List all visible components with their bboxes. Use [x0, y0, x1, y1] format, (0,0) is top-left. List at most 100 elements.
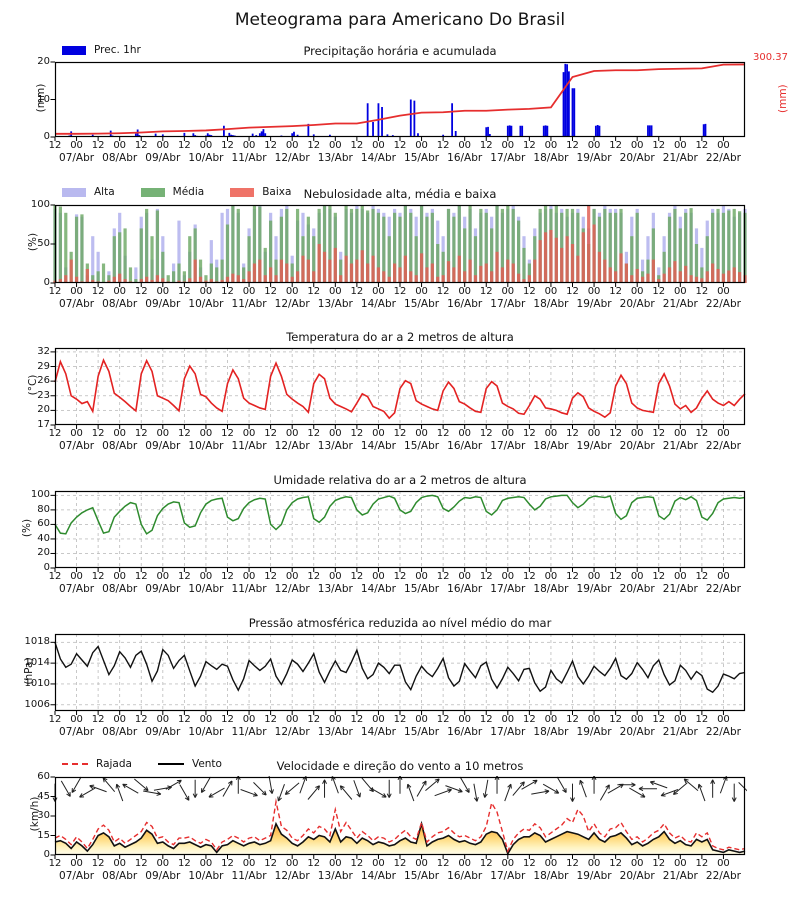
- precip-xtick-time: 12: [695, 140, 709, 151]
- humidity-xtick-time: 00: [415, 571, 428, 582]
- pressure-xtick-time: 00: [415, 714, 428, 725]
- wind-xtick-date: 11/Abr: [231, 870, 267, 882]
- cloud-xtick-time: 00: [458, 286, 472, 297]
- humidity-xtick-date: 07/Abr: [59, 583, 95, 595]
- precip-xtick-time: 12: [307, 140, 321, 151]
- temp-xtick-date: 07/Abr: [59, 440, 95, 452]
- precip-legend-label: Prec. 1hr: [94, 44, 141, 56]
- humidity-ytick-label: 60: [37, 518, 50, 530]
- precip-legend-swatch-icon: [62, 45, 86, 55]
- cloud-xtick-date: 16/Abr: [447, 298, 483, 310]
- wind-ytick-label: 30: [37, 810, 50, 821]
- pressure-xtick-time: 12: [91, 714, 105, 725]
- cloud-xtick-time: 12: [178, 286, 191, 297]
- cloud-alta-swatch-icon: [62, 187, 86, 197]
- humidity-panel-title: Umidade relativa do ar a 2 metros de alt…: [273, 473, 527, 487]
- precip-xtick-time: 12: [393, 140, 407, 151]
- wind-xtick-time: 00: [285, 858, 299, 869]
- temp-xtick-date: 11/Abr: [231, 440, 267, 452]
- temp-ytick-label: 26: [37, 375, 50, 387]
- cloud-xtick-date: 08/Abr: [102, 298, 138, 310]
- wind-xtick-time: 00: [717, 858, 730, 869]
- precip-xtick-date: 19/Abr: [576, 152, 612, 164]
- temp-ytick-label: 32: [37, 345, 50, 357]
- humidity-xtick-time: 12: [436, 571, 450, 582]
- humidity-xtick-time: 12: [221, 571, 234, 582]
- temp-xtick-date: 21/Abr: [662, 440, 698, 452]
- humidity-xtick-date: 19/Abr: [576, 583, 612, 595]
- temp-ytick-label: 20: [37, 404, 50, 416]
- precip-xtick-time: 00: [70, 140, 83, 151]
- wind-xtick-date: 12/Abr: [274, 870, 310, 882]
- cloud-xtick-date: 07/Abr: [59, 298, 95, 310]
- cloud-xtick-time: 00: [199, 286, 213, 297]
- pressure-xtick-date: 09/Abr: [145, 726, 181, 738]
- humidity-xtick-date: 10/Abr: [188, 583, 224, 595]
- temp-xtick-date: 13/Abr: [317, 440, 353, 452]
- temp-xtick-time: 12: [221, 428, 234, 439]
- temp-xtick-date: 16/Abr: [447, 440, 483, 452]
- cloud-xtick-date: 21/Abr: [662, 298, 698, 310]
- page-title: Meteograma para Americano Do Brasil: [234, 10, 566, 30]
- temp-ytick-label: 17: [37, 419, 50, 430]
- humidity-xtick-time: 12: [48, 571, 62, 582]
- pressure-xtick-date: 07/Abr: [59, 726, 95, 738]
- cloud-legend: Alta Média Baixa: [62, 186, 317, 198]
- pressure-xtick-time: 00: [717, 714, 730, 725]
- rajada-line-sample-icon: [62, 763, 88, 765]
- pressure-panel-title: Pressão atmosférica reduzida ao nível mé…: [248, 616, 552, 630]
- cloud-xtick-time: 12: [436, 286, 450, 297]
- humidity-xtick-date: 22/Abr: [705, 583, 741, 595]
- pressure-xtick-time: 00: [372, 714, 385, 725]
- temp-xtick-time: 00: [673, 428, 687, 439]
- temp-xtick-time: 00: [156, 428, 170, 439]
- precip-xtick-time: 00: [113, 140, 127, 151]
- humidity-xtick-date: 16/Abr: [447, 583, 483, 595]
- precip-ytick-label: 20: [37, 56, 50, 67]
- precip-xtick-date: 08/Abr: [102, 152, 138, 164]
- precip-xtick-time: 00: [717, 140, 730, 151]
- wind-xtick-date: 07/Abr: [59, 870, 95, 882]
- wind-xtick-time: 00: [372, 858, 385, 869]
- temp-xtick-time: 12: [609, 428, 622, 439]
- wind-xtick-time: 00: [544, 858, 558, 869]
- temp-xtick-date: 10/Abr: [188, 440, 224, 452]
- humidity-xtick-date: 08/Abr: [102, 583, 138, 595]
- vento-legend-label: Vento: [191, 758, 222, 770]
- precip-chart-canvas: [49, 61, 747, 143]
- wind-xtick-time: 12: [178, 858, 191, 869]
- cloud-media-swatch-icon: [140, 187, 165, 197]
- precip-xtick-time: 12: [91, 140, 105, 151]
- temp-xtick-time: 00: [199, 428, 213, 439]
- temp-ytick-label: 29: [37, 360, 50, 372]
- wind-xtick-time: 12: [221, 858, 234, 869]
- cloud-baixa-label: Baixa: [262, 186, 292, 198]
- wind-xtick-date: 20/Abr: [619, 870, 655, 882]
- humidity-xtick-time: 00: [70, 571, 83, 582]
- temp-xtick-time: 12: [479, 428, 493, 439]
- precip-xtick-time: 00: [328, 140, 342, 151]
- precip-right-axis-label: (mm): [777, 84, 789, 113]
- pressure-xtick-time: 12: [566, 714, 579, 725]
- humidity-xtick-date: 13/Abr: [317, 583, 353, 595]
- pressure-xtick-time: 00: [501, 714, 515, 725]
- wind-xtick-time: 00: [199, 858, 213, 869]
- pressure-xtick-time: 00: [285, 714, 299, 725]
- wind-xtick-date: 17/Abr: [490, 870, 526, 882]
- precip-xtick-time: 00: [630, 140, 644, 151]
- humidity-ytick-label: 40: [37, 532, 50, 544]
- cloud-xtick-time: 12: [91, 286, 105, 297]
- humidity-xtick-time: 12: [134, 571, 148, 582]
- wind-xtick-time: 12: [393, 858, 407, 869]
- wind-xtick-date: 21/Abr: [662, 870, 698, 882]
- cloud-xtick-time: 00: [630, 286, 644, 297]
- cloud-xtick-date: 18/Abr: [533, 298, 569, 310]
- cloud-chart-canvas: [49, 204, 747, 289]
- wind-xtick-time: 00: [156, 858, 170, 869]
- pressure-xtick-time: 12: [523, 714, 536, 725]
- wind-xtick-time: 00: [501, 858, 515, 869]
- humidity-xtick-time: 00: [285, 571, 299, 582]
- cloud-xtick-time: 00: [285, 286, 299, 297]
- temp-xtick-time: 12: [436, 428, 450, 439]
